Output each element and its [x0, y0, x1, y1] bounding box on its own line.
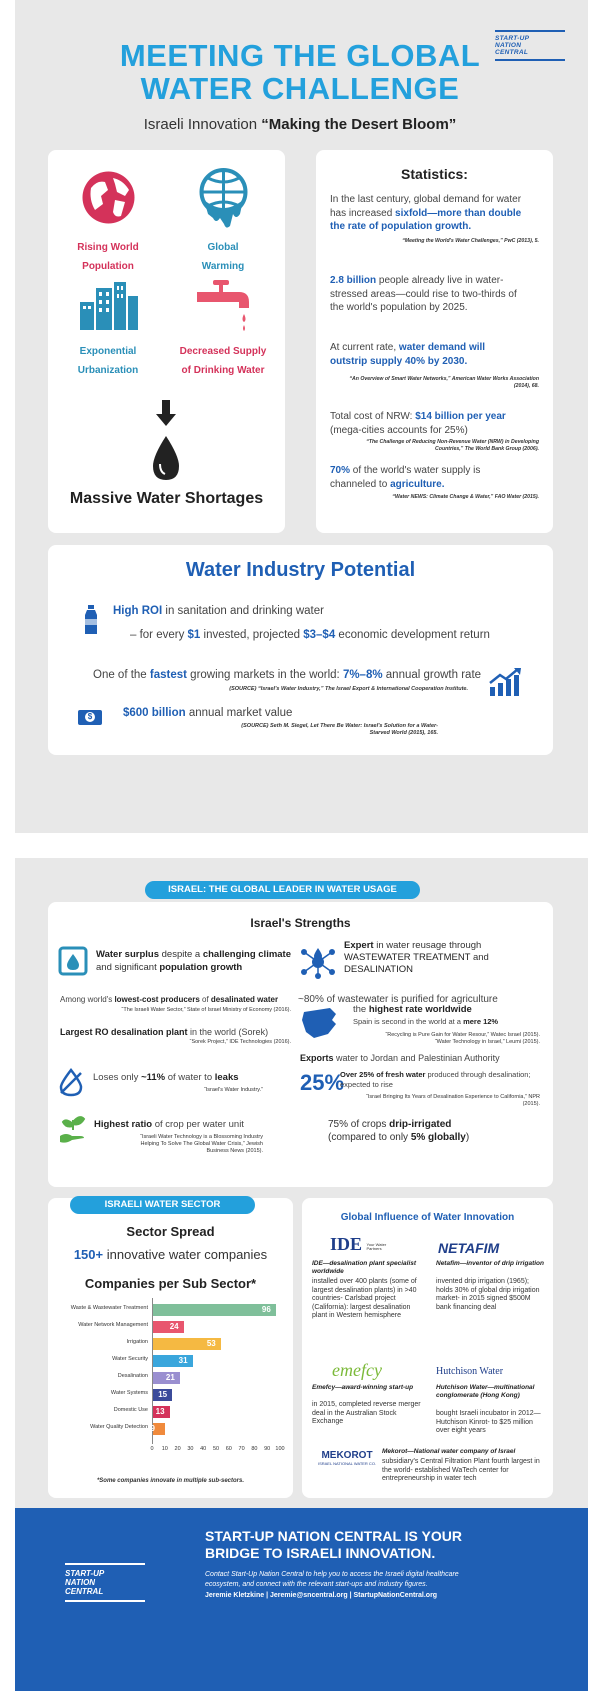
chart-x-tick: 80: [251, 1446, 258, 1452]
chart-category-label: Water Network Management: [78, 1322, 148, 1328]
chart-x-tick: 70: [238, 1446, 245, 1452]
chart-category-label: Irrigation: [126, 1339, 148, 1345]
result-label: Massive Water Shortages: [69, 490, 264, 507]
footer-body: Contact Start-Up Nation Central to help …: [205, 1571, 459, 1588]
money-icon: $: [78, 710, 102, 725]
chart-bar: [153, 1304, 276, 1316]
fresh-water-stat: 25%: [300, 1070, 345, 1095]
page-subtitle: Israeli Innovation “Making the Desert Bl…: [143, 116, 457, 133]
chart-category-label: Waste & Wastewater Treatment: [70, 1305, 148, 1311]
sector-bar-chart: Waste & Wastewater Treatment 96 Water Netw…: [52, 1298, 287, 1468]
emefcy-logo: emefcy: [332, 1360, 382, 1380]
chart-value-label: 13: [155, 1407, 165, 1416]
strengths-card: Israel's Strengths Water surplus despite…: [48, 902, 553, 1187]
chart-x-tick: 60: [225, 1446, 232, 1452]
plant-hand-icon: [60, 1116, 86, 1143]
chart-bar: [153, 1389, 173, 1401]
chart-x-tick: 100: [275, 1446, 285, 1452]
stats-title: Statistics:: [401, 166, 468, 182]
spain-map-icon: [302, 1008, 336, 1038]
drivers-card: Rising World Population Global Warming Exp…: [48, 150, 285, 533]
chart-value-label: 24: [169, 1322, 179, 1331]
chart-category-label: Domestic Use: [113, 1407, 148, 1413]
sector-ribbon: ISRAELI WATER SECTOR: [70, 1196, 255, 1214]
ide-logo: IDE Your Water Partners: [330, 1234, 387, 1254]
globe-icon: [82, 171, 135, 224]
israel-ribbon: ISRAEL: THE GLOBAL LEADER IN WATER USAGE: [145, 881, 420, 899]
chart-category-label: Water Security: [112, 1356, 148, 1362]
chart-bar: [153, 1372, 180, 1384]
chart-category-label: Desalination: [117, 1373, 148, 1379]
buildings-icon: [80, 282, 138, 330]
chart-category-label: Water Quality Detection: [90, 1424, 148, 1430]
chart-x-tick: 0: [150, 1446, 154, 1452]
chart-value-label: 31: [178, 1356, 188, 1365]
chart-title: Companies per Sub Sector*: [84, 1276, 257, 1291]
chart-value-label: 21: [165, 1373, 175, 1382]
chart-y-axis: [152, 1298, 153, 1444]
network-icon: [301, 948, 335, 979]
chart-bar: [153, 1406, 170, 1418]
bottle-icon: [85, 605, 97, 634]
potential-card: Water Industry Potential High ROI in san…: [48, 545, 553, 755]
growth-chart-icon: [489, 668, 521, 696]
chart-x-tick: 50: [212, 1446, 220, 1452]
sector-card: Sector Spread 150+ innovative water comp…: [48, 1198, 293, 1498]
sector-spread-title: Sector Spread: [126, 1224, 215, 1239]
chart-bar: [153, 1338, 221, 1350]
footer-headline: START-UP NATION CENTRAL IS YOUR BRIDGE T…: [205, 1528, 462, 1561]
chart-bar: [153, 1423, 165, 1435]
hutchison-logo: Hutchison Water: [436, 1366, 504, 1377]
chart-x-tick: 30: [187, 1446, 194, 1452]
potential-title: Water Industry Potential: [185, 559, 416, 581]
chart-x-tick: 20: [174, 1446, 181, 1452]
netafim-logo: NETAFIM: [438, 1240, 500, 1256]
statistics-card: Statistics: In the last century, global …: [316, 150, 553, 533]
no-water-drop-icon: [59, 1067, 83, 1097]
chart-x-tick: 40: [200, 1446, 207, 1452]
chart-bar: [153, 1321, 184, 1333]
mekorot-logo: MEKOROT ISRAEL NATIONAL WATER CO.: [317, 1450, 377, 1466]
water-glass-icon: [58, 946, 88, 976]
melting-globe-icon: [199, 168, 248, 228]
global-card: Global Influence of Water Innovation IDE…: [302, 1198, 553, 1498]
page-title-line2: WATER CHALLENGE: [140, 71, 460, 106]
chart-value-label: 9: [150, 1424, 155, 1433]
faucet-icon: [197, 280, 249, 331]
global-title: Global Influence of Water Innovation: [340, 1212, 515, 1223]
chart-x-tick: 10: [161, 1446, 168, 1452]
chart-category-label: Water Systems: [110, 1390, 148, 1396]
chart-bar: [153, 1355, 193, 1367]
footer: START-UP NATION CENTRAL START-UP NATION …: [15, 1508, 588, 1691]
chart-value-label: 96: [261, 1305, 271, 1314]
brand-logo: START-UP NATION CENTRAL: [495, 30, 565, 64]
strengths-title: Israel's Strengths: [250, 916, 351, 930]
chart-value-label: 53: [206, 1339, 216, 1348]
footer-contact[interactable]: Jeremie Kletzkine | Jeremie@sncentral.or…: [205, 1592, 438, 1599]
footer-logo: START-UP NATION CENTRAL: [65, 1563, 145, 1602]
water-drop-icon: [153, 400, 179, 480]
page-title-line1: MEETING THE GLOBAL: [119, 38, 481, 73]
chart-value-label: 15: [158, 1390, 168, 1399]
chart-x-tick: 90: [264, 1446, 271, 1452]
